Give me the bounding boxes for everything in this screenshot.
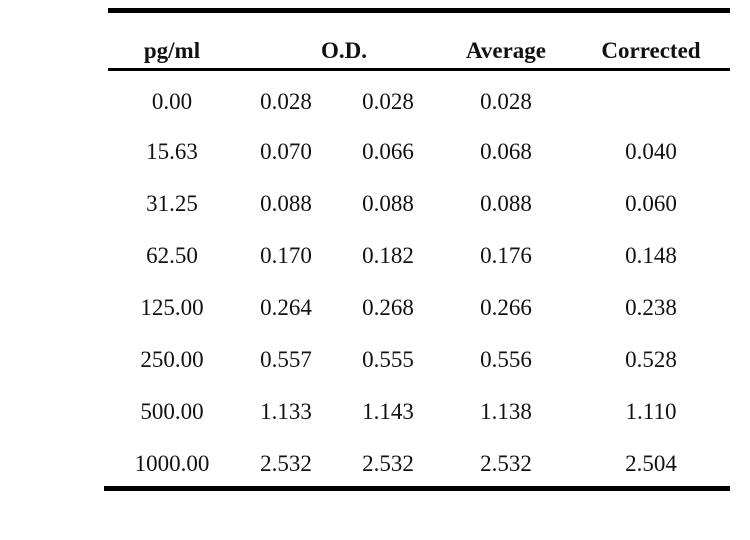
table-bottom-rule [104,486,730,491]
cell-od-1: 1.133 [260,399,312,424]
cell-pg-ml: 31.25 [146,191,198,216]
cell-od-2: 0.088 [362,191,414,216]
cell-od-1: 0.170 [260,243,312,268]
cell-od-1: 0.028 [260,89,312,114]
cell-average: 0.176 [480,243,532,268]
standard-curve-table: pg/ml O.D. Average Corrected 0.00 0.028 0.… [104,8,730,491]
table-top-rule [108,8,730,13]
cell-average: 0.088 [480,191,532,216]
cell-corrected: 1.110 [625,399,677,424]
header-pg-ml: pg/ml [143,38,201,63]
header-corrected: Corrected [601,38,701,63]
cell-od-2: 2.532 [362,451,414,476]
table-row: 31.25 0.088 0.088 0.088 0.060 [108,172,730,224]
table-row: 500.00 1.133 1.143 1.138 1.110 [108,380,730,432]
cell-pg-ml: 1000.00 [134,451,210,476]
cell-od-1: 0.070 [260,139,312,164]
cell-od-2: 0.182 [362,243,414,268]
cell-corrected: 2.504 [625,451,677,476]
table-header: pg/ml O.D. Average Corrected [108,13,730,71]
table-row: 250.00 0.557 0.555 0.556 0.528 [108,328,730,380]
cell-corrected: 0.238 [625,295,677,320]
table-row: 15.63 0.070 0.066 0.068 0.040 [108,120,730,172]
cell-od-1: 0.264 [260,295,312,320]
cell-pg-ml: 250.00 [140,347,204,372]
cell-average: 0.266 [480,295,532,320]
cell-average: 0.028 [480,89,532,114]
cell-pg-ml: 500.00 [140,399,204,424]
table-row: 0.00 0.028 0.028 0.028 [108,71,730,120]
cell-od-2: 0.268 [362,295,414,320]
cell-corrected: 0.528 [625,347,677,372]
cell-pg-ml: 125.00 [140,295,204,320]
cell-od-2: 0.555 [362,347,414,372]
cell-od-2: 1.143 [362,399,414,424]
cell-od-1: 2.532 [260,451,312,476]
cell-average: 0.556 [480,347,532,372]
cell-average: 0.068 [480,139,532,164]
cell-od-2: 0.066 [362,139,414,164]
cell-corrected: 0.040 [625,139,677,164]
header-average: Average [465,38,547,63]
cell-od-1: 0.557 [260,347,312,372]
cell-od-1: 0.088 [260,191,312,216]
cell-pg-ml: 62.50 [146,243,198,268]
table-body: 0.00 0.028 0.028 0.028 15.63 0.070 0.066 0.068 0… [104,71,730,491]
table-row: 62.50 0.170 0.182 0.176 0.148 [108,224,730,276]
cell-pg-ml: 15.63 [146,139,198,164]
cell-od-2: 0.028 [362,89,414,114]
cell-pg-ml: 0.00 [151,89,193,114]
header-od: O.D. [321,38,367,63]
cell-corrected: 0.060 [625,191,677,216]
cell-average: 2.532 [480,451,532,476]
table-row: 125.00 0.264 0.268 0.266 0.238 [108,276,730,328]
cell-corrected: 0.148 [625,243,677,268]
table-row: 1000.00 2.532 2.532 2.532 2.504 [108,432,730,484]
cell-average: 1.138 [480,399,532,424]
